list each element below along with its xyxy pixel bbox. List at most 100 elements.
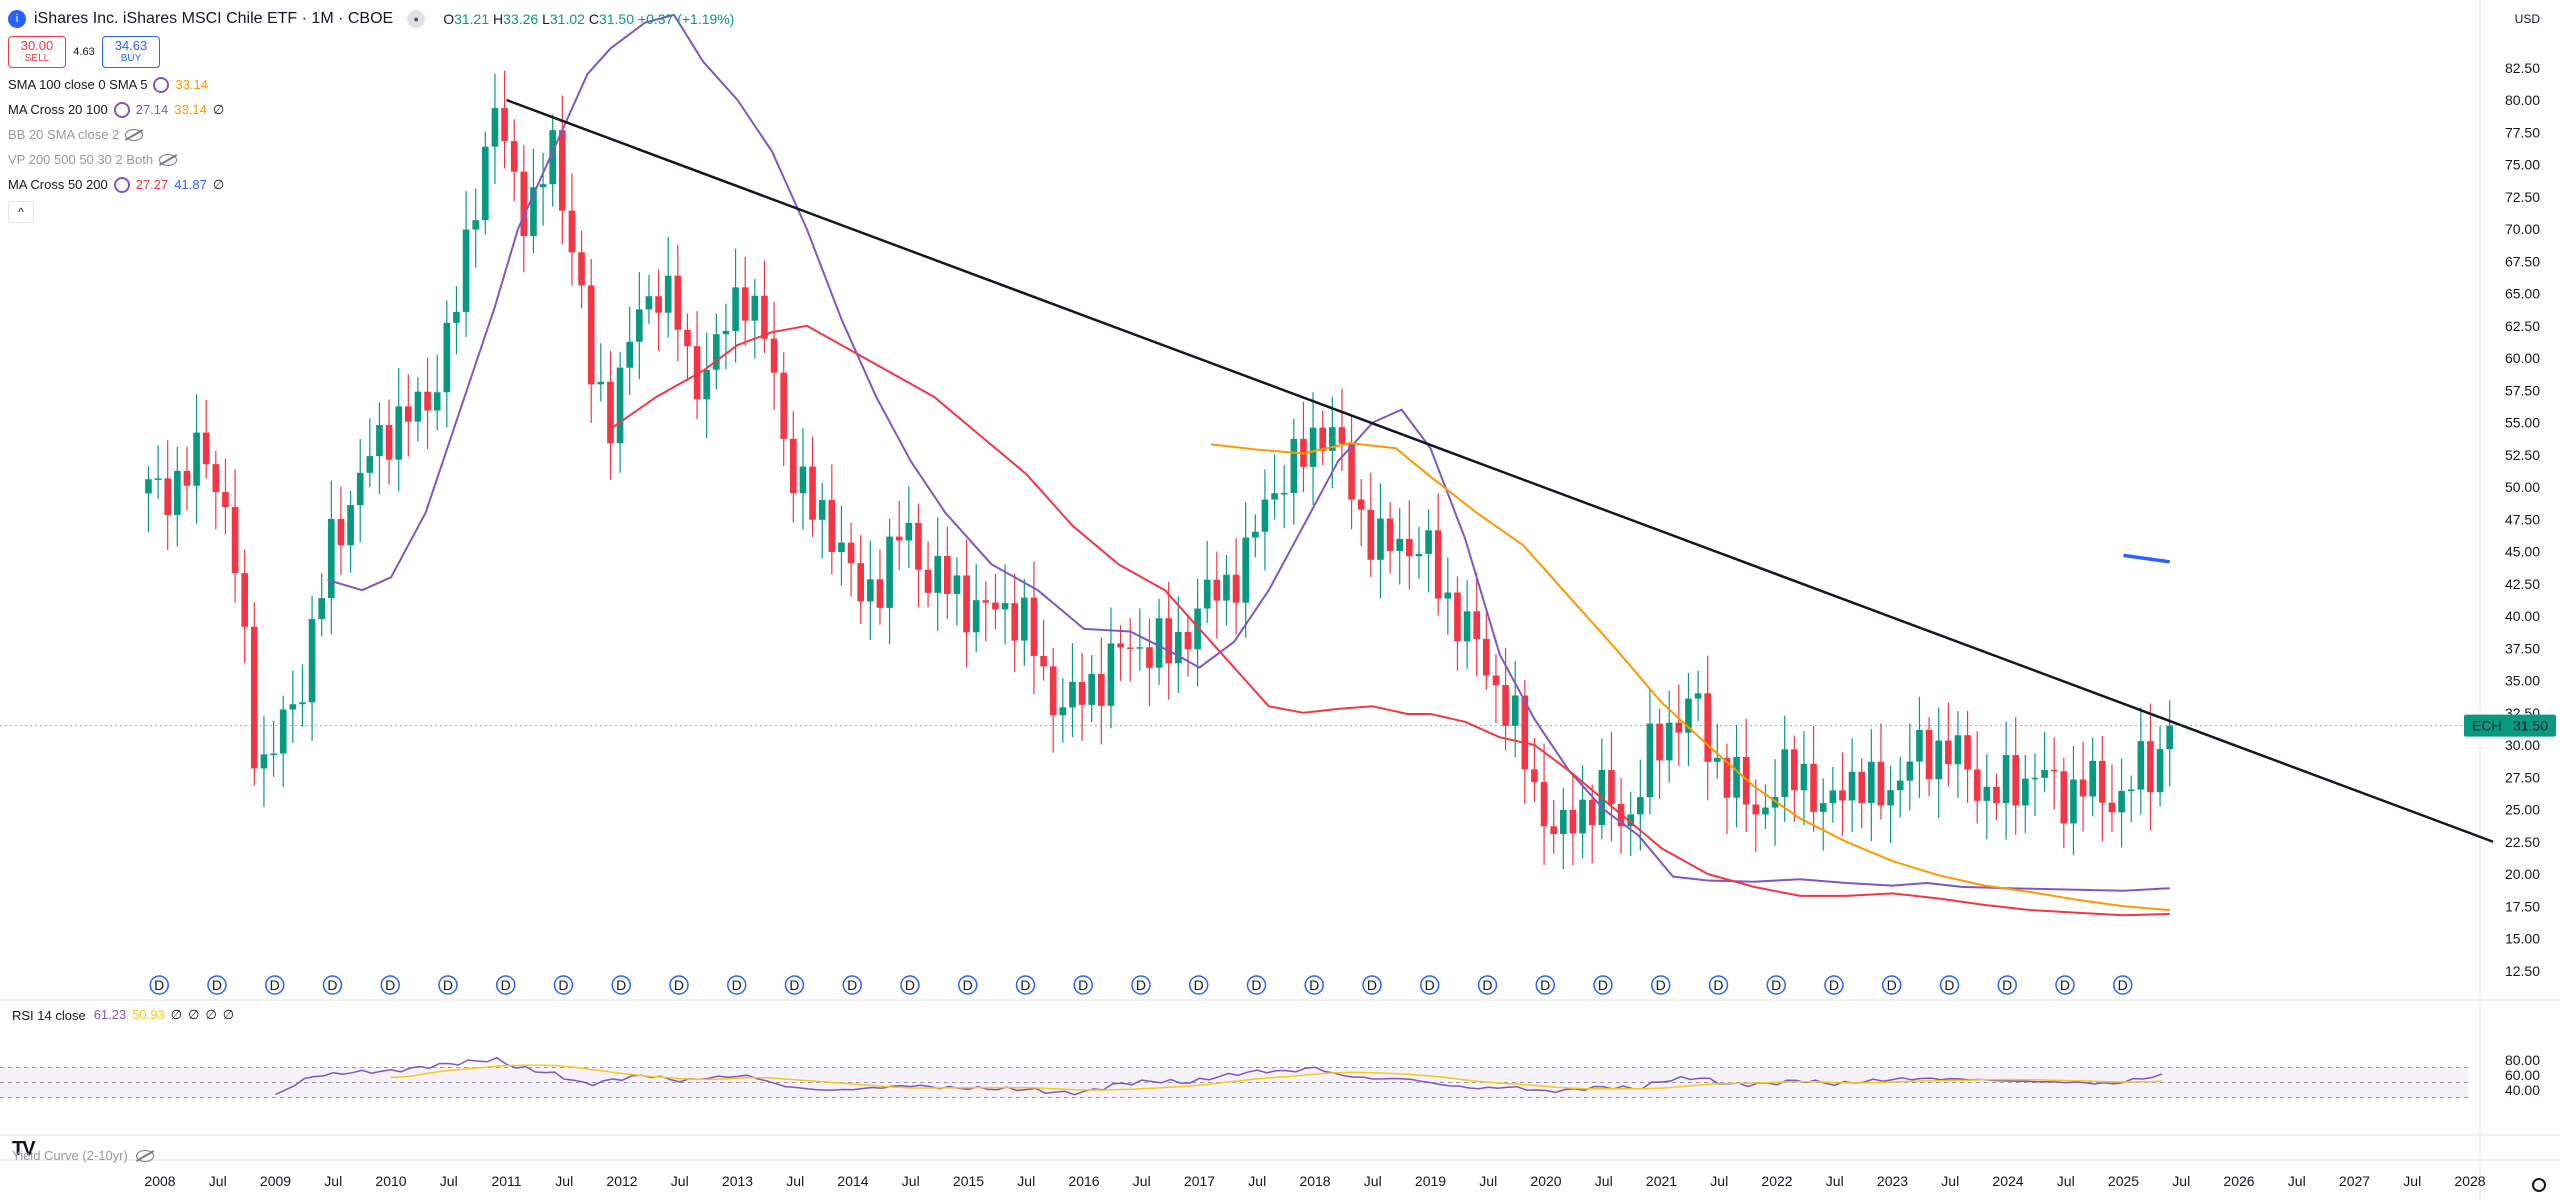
indicator-name[interactable]: MA Cross 20 100 bbox=[8, 102, 108, 117]
candle-body bbox=[520, 171, 528, 237]
dividend-marker[interactable] bbox=[1073, 975, 1093, 995]
dividend-marker[interactable] bbox=[1188, 975, 1209, 995]
symbol-title[interactable]: iShares Inc. iShares MSCI Chile ETF · 1M… bbox=[34, 10, 394, 27]
hidden-eye-icon[interactable] bbox=[125, 128, 144, 141]
rsi-name[interactable]: RSI 14 close bbox=[12, 1007, 86, 1023]
candle-body bbox=[1608, 769, 1615, 804]
dividend-marker[interactable] bbox=[1939, 975, 1960, 995]
dividend-marker[interactable] bbox=[553, 975, 574, 995]
dividend-marker[interactable] bbox=[495, 975, 516, 995]
dividend-marker[interactable] bbox=[900, 975, 920, 995]
currency-label[interactable]: USD bbox=[2514, 12, 2540, 26]
candle-body bbox=[1685, 698, 1692, 733]
dividend-marker[interactable] bbox=[1708, 975, 1729, 995]
indicator-row[interactable]: SMA 100 close 0 SMA 5 33.14 bbox=[8, 72, 734, 97]
dividend-marker[interactable] bbox=[2112, 975, 2133, 995]
rsi-tick-label: 60.00 bbox=[2505, 1067, 2540, 1083]
dividend-marker[interactable] bbox=[611, 975, 631, 995]
dividend-marker[interactable] bbox=[1593, 975, 1613, 995]
dividend-marker[interactable] bbox=[1477, 975, 1498, 995]
price-tick-label: 47.50 bbox=[2505, 511, 2540, 527]
dividend-marker[interactable] bbox=[1766, 975, 1786, 995]
hidden-eye-icon[interactable] bbox=[159, 153, 178, 166]
indicator-row[interactable]: MA Cross 50 200 27.27 41.87 ∅ bbox=[8, 172, 734, 197]
buy-button[interactable]: 34.63 BUY bbox=[102, 36, 160, 68]
candle-body bbox=[1146, 647, 1153, 668]
indicator-row[interactable]: VP 200 500 50 30 2 Both bbox=[8, 147, 734, 172]
settings-gear-icon[interactable] bbox=[2532, 1178, 2546, 1192]
candle-body bbox=[1752, 804, 1760, 815]
dividend-marker[interactable] bbox=[957, 975, 978, 995]
dividend-marker[interactable] bbox=[1362, 975, 1382, 995]
candle-body bbox=[2031, 777, 2039, 780]
candle-body bbox=[674, 275, 682, 330]
dividend-marker[interactable] bbox=[207, 975, 227, 995]
dividend-marker-label: D bbox=[674, 977, 684, 993]
dividend-marker[interactable] bbox=[322, 975, 343, 995]
dividend-marker-label: D bbox=[847, 977, 857, 993]
dividend-marker[interactable] bbox=[1419, 975, 1440, 995]
rsi-value: 61.23 bbox=[93, 1007, 127, 1022]
dividend-marker[interactable] bbox=[669, 975, 689, 995]
candle-body bbox=[279, 709, 287, 754]
dividend-marker[interactable] bbox=[1997, 975, 2017, 995]
yield-curve-name[interactable]: Yield Curve (2-10yr) bbox=[12, 1148, 128, 1163]
dividend-marker[interactable] bbox=[1304, 975, 1324, 995]
candle-body bbox=[761, 295, 768, 339]
candle-body bbox=[472, 220, 480, 230]
candle-body bbox=[982, 600, 990, 603]
candle-body bbox=[568, 210, 576, 253]
dividend-marker[interactable] bbox=[149, 975, 169, 995]
candle-body bbox=[1329, 427, 1336, 451]
dividend-marker[interactable] bbox=[1881, 975, 1902, 995]
indicator-name[interactable]: SMA 100 close 0 SMA 5 bbox=[8, 77, 148, 92]
rsi-tick-label: 40.00 bbox=[2505, 1082, 2540, 1098]
dividend-marker[interactable] bbox=[1535, 975, 1555, 995]
indicator-settings-icon[interactable] bbox=[113, 101, 130, 118]
indicator-name[interactable]: VP 200 500 50 30 2 Both bbox=[8, 152, 154, 167]
indicator-row[interactable]: BB 20 SMA close 2 bbox=[8, 122, 734, 147]
chart-legend: i iShares Inc. iShares MSCI Chile ETF · … bbox=[8, 8, 734, 223]
trendline[interactable] bbox=[506, 98, 2494, 843]
candle-body bbox=[1675, 722, 1683, 733]
dividend-marker[interactable] bbox=[438, 975, 458, 995]
dividend-marker[interactable] bbox=[1131, 975, 1151, 995]
dividend-marker[interactable] bbox=[1650, 975, 1671, 995]
candle-body bbox=[2137, 741, 2145, 790]
dividend-marker[interactable] bbox=[2055, 975, 2075, 995]
indicator-name[interactable]: BB 20 SMA close 2 bbox=[8, 127, 120, 142]
indicator-settings-icon[interactable] bbox=[113, 176, 130, 193]
candle-body bbox=[587, 285, 595, 385]
collapse-legend-button[interactable]: ^ bbox=[8, 201, 34, 223]
candle-body bbox=[539, 184, 547, 188]
dividend-marker[interactable] bbox=[380, 975, 400, 995]
visibility-icon[interactable]: ● bbox=[407, 10, 426, 28]
time-tick-label: Jul bbox=[1479, 1173, 1497, 1189]
sell-button[interactable]: 30.00 SELL bbox=[8, 36, 66, 68]
dividend-marker[interactable] bbox=[1015, 975, 1036, 995]
price-tick-label: 35.00 bbox=[2505, 673, 2540, 689]
candle-body bbox=[2118, 790, 2125, 813]
candle-body bbox=[1964, 735, 1971, 770]
symbol-badge-label: ECH bbox=[2472, 718, 2502, 734]
dividend-marker-label: D bbox=[212, 977, 222, 993]
candle-body bbox=[655, 296, 662, 313]
candle-body bbox=[799, 466, 807, 494]
dividend-marker[interactable] bbox=[784, 975, 805, 995]
indicator-name[interactable]: MA Cross 50 200 bbox=[8, 177, 108, 192]
dividend-marker[interactable] bbox=[726, 975, 747, 995]
dividend-marker[interactable] bbox=[264, 975, 285, 995]
candle-body bbox=[838, 542, 845, 553]
indicator-row[interactable]: MA Cross 20 100 27.14 33.14 ∅ bbox=[8, 97, 734, 122]
dividend-marker[interactable] bbox=[1246, 975, 1267, 995]
hidden-eye-icon[interactable] bbox=[135, 1149, 154, 1162]
symbol-logo-icon[interactable]: i bbox=[8, 10, 26, 28]
dividend-marker[interactable] bbox=[1824, 975, 1844, 995]
candle-body bbox=[289, 704, 297, 710]
dividend-marker[interactable] bbox=[842, 975, 862, 995]
indicator-settings-icon[interactable] bbox=[153, 76, 170, 93]
yield-curve-legend: Yield Curve (2-10yr) bbox=[12, 1148, 154, 1163]
tradingview-logo[interactable]: TV bbox=[12, 1138, 36, 1160]
candle-body bbox=[1223, 574, 1230, 601]
